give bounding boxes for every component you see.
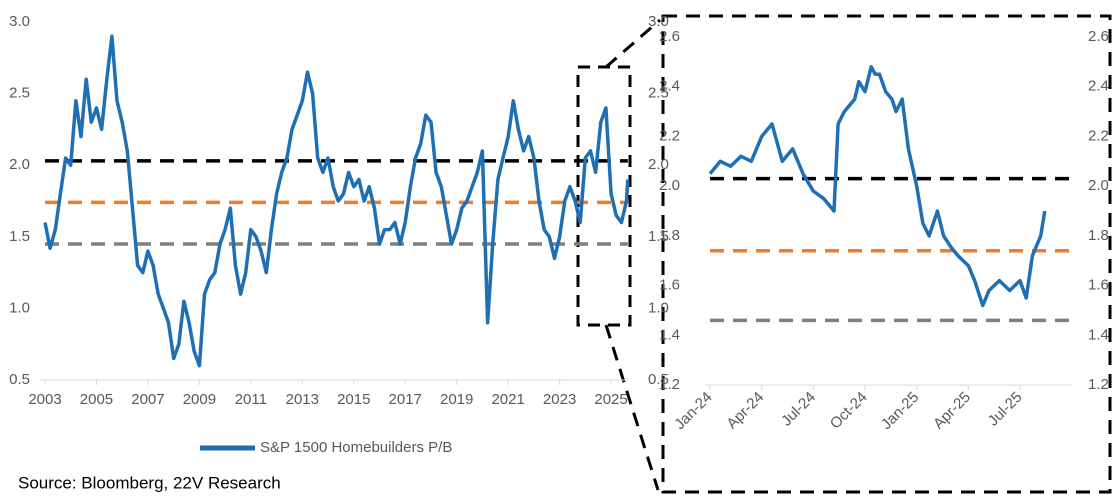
data-line — [708, 65, 1047, 308]
y2-tick-label: 1.4 — [1088, 326, 1109, 343]
y-tick-label: 1.5 — [9, 228, 30, 245]
zoom-connector — [605, 18, 661, 69]
x-tick-label: 2007 — [131, 391, 164, 408]
y2-tick-label: 2.2 — [1088, 127, 1109, 144]
y2-tick-label: 2.0 — [1088, 177, 1109, 194]
source: Source: Bloomberg, 22V Research — [18, 473, 281, 492]
y-tick-label: 1.2 — [659, 376, 680, 393]
zoom-region — [576, 65, 632, 327]
x-tick-label: 2025 — [594, 391, 627, 408]
y-tick-label: 3.0 — [9, 13, 30, 30]
y2-tick-label: 1.2 — [1088, 376, 1109, 393]
data-line — [43, 34, 630, 368]
y2-tick-label: 3.0 — [648, 13, 669, 30]
x-tick-label: 2017 — [389, 391, 422, 408]
y2-tick-label: 1.0 — [648, 299, 669, 316]
y-tick-label: 2.0 — [9, 156, 30, 173]
x-tick-label: Apr-25 — [930, 389, 974, 433]
y2-tick-label: 2.4 — [1088, 78, 1109, 95]
y-tick-label: 1.0 — [9, 299, 30, 316]
y-tick-label: 0.5 — [9, 371, 30, 388]
x-tick-label: Jan-24 — [671, 389, 715, 433]
x-tick-label: 2015 — [337, 391, 370, 408]
x-tick-label: 2021 — [491, 391, 524, 408]
x-tick-label: 2011 — [235, 391, 267, 408]
y-tick-label: 2.6 — [659, 28, 680, 45]
y-tick-label: 1.6 — [659, 277, 680, 294]
x-tick-label: 2023 — [543, 391, 576, 408]
y2-tick-label: 1.8 — [1088, 227, 1109, 244]
y-tick-label: 1.4 — [659, 326, 680, 343]
y-tick-label: 2.5 — [9, 85, 30, 102]
y2-tick-label: 1.5 — [648, 228, 669, 245]
zoom-connector — [604, 324, 660, 491]
x-tick-label: 2013 — [286, 391, 319, 408]
x-tick-label: Jan-25 — [878, 389, 922, 433]
y2-tick-label: 2.5 — [648, 85, 669, 102]
y-tick-label: 2.2 — [659, 127, 680, 144]
x-tick-label: 2019 — [440, 391, 473, 408]
y2-tick-label: 2.6 — [1088, 28, 1109, 45]
x-tick-label: 2003 — [28, 391, 61, 408]
y2-tick-label: 2.0 — [648, 156, 669, 173]
x-tick-label: 2009 — [183, 391, 216, 408]
y2-tick-label: 1.6 — [1088, 277, 1109, 294]
x-tick-label: Jul-24 — [778, 389, 819, 430]
x-tick-label: Jul-25 — [985, 389, 1026, 430]
legend-label: S&P 1500 Homebuilders P/B — [260, 439, 452, 456]
y2-tick-label: 0.5 — [648, 371, 669, 388]
x-tick-label: 2005 — [80, 391, 113, 408]
y-tick-label: 2.0 — [659, 177, 680, 194]
y-tick-label: 2.4 — [659, 78, 680, 95]
x-tick-label: Apr-24 — [723, 389, 767, 433]
y-tick-label: 1.8 — [659, 227, 680, 244]
x-tick-label: Oct-24 — [827, 389, 871, 433]
